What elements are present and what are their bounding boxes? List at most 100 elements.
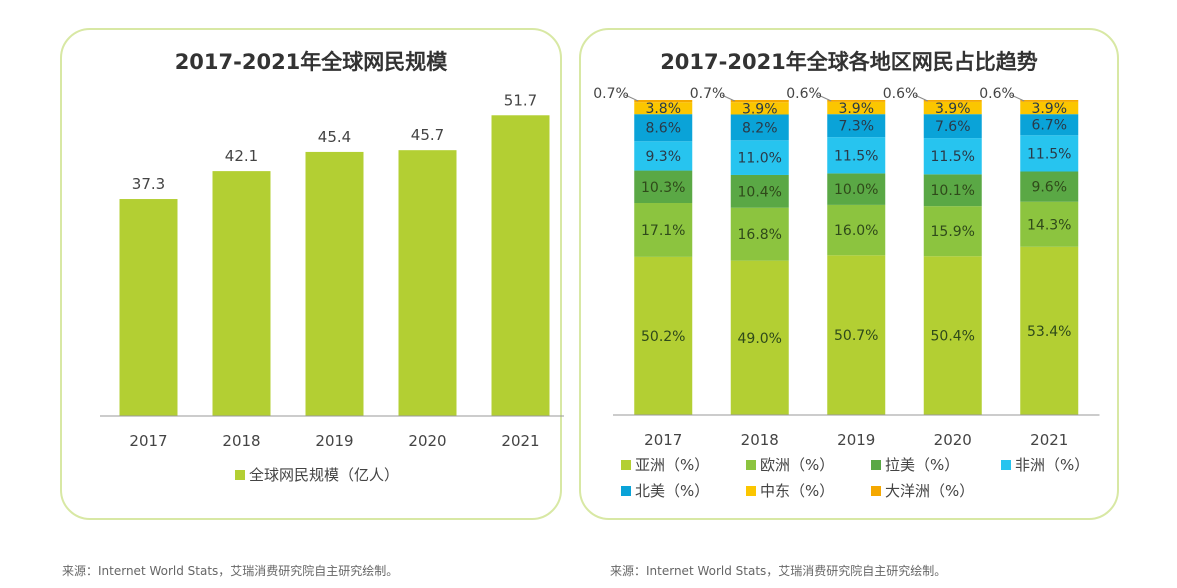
segment-label-2017-2: 10.3% [641, 180, 685, 196]
legend-swatch-3 [1001, 460, 1011, 470]
bar-segment-2018-3 [730, 140, 789, 175]
legend-label-2: 拉美（%） [885, 456, 959, 474]
segment-label-2017-4: 8.6% [645, 121, 681, 137]
bar-segment-2017-1 [634, 203, 693, 257]
callout-line-2017 [625, 94, 639, 102]
bar-segment-2019-4 [827, 114, 886, 138]
segment-label-2021-5: 3.9% [1031, 101, 1067, 117]
bar-segment-2021-0 [1020, 246, 1079, 415]
bar-segment-2020-6 [923, 100, 982, 102]
x-tick-label-2017: 2017 [644, 431, 682, 449]
bar-2018 [212, 171, 271, 416]
legend-swatch-1 [746, 460, 756, 470]
bar-2020 [398, 150, 457, 416]
bar-segment-2021-3 [1020, 135, 1079, 172]
bar-segment-2019-6 [827, 100, 886, 102]
segment-label-2019-1: 16.0% [834, 223, 878, 239]
legend-swatch-0 [621, 460, 631, 470]
bar-segment-2021-5 [1020, 101, 1079, 115]
stacked-bar-chart-region-share: 50.2% 17.1% 10.3% 9.3% 8.6% 3.8% 0.7% 2017 49.0%… [593, 86, 1100, 500]
x-tick-label-2018: 2018 [222, 432, 260, 450]
callout-label-2021: 0.6% [979, 86, 1015, 102]
segment-label-2020-2: 10.1% [931, 183, 975, 199]
bar-segment-2018-5 [730, 102, 789, 115]
bar-segment-2020-5 [923, 101, 982, 115]
source-note-right: 来源：Internet World Stats，艾瑞消费研究院自主研究绘制。 [610, 564, 947, 578]
segment-label-2019-3: 11.5% [834, 148, 878, 164]
segment-label-2019-5: 3.9% [838, 101, 874, 117]
segment-label-2020-4: 7.6% [935, 119, 971, 135]
callout-label-2020: 0.6% [883, 86, 919, 102]
legend-swatch-5 [746, 486, 756, 496]
bar-segment-2020-3 [923, 138, 982, 175]
x-tick-label-2020: 2020 [934, 431, 972, 449]
segment-label-2021-3: 11.5% [1027, 146, 1071, 162]
x-tick-label-2017: 2017 [129, 432, 167, 450]
bar-segment-2021-6 [1020, 100, 1079, 102]
bar-segment-2021-4 [1020, 114, 1079, 136]
data-label-2019: 45.4 [318, 128, 351, 146]
segment-label-2018-1: 16.8% [738, 227, 782, 243]
segment-label-2020-0: 50.4% [931, 329, 975, 345]
data-label-2021: 51.7 [504, 91, 537, 109]
legend-swatch-6 [871, 486, 881, 496]
segment-label-2017-3: 9.3% [645, 149, 681, 165]
segment-label-2021-2: 9.6% [1031, 180, 1067, 196]
bar-2021 [491, 115, 550, 417]
bar-segment-2020-1 [923, 206, 982, 257]
bar-segment-2017-4 [634, 114, 693, 142]
segment-label-2017-0: 50.2% [641, 329, 685, 345]
callout-line-2019 [818, 94, 832, 102]
legend-swatch-2 [871, 460, 881, 470]
legend-label-3: 非洲（%） [1015, 456, 1089, 474]
bar-segment-2018-0 [730, 260, 789, 415]
bar-segment-2021-2 [1020, 171, 1079, 202]
panel-global-netizen-scale: 2017-2021年全球网民规模 37.3 2017 42.1 2018 45.4 201… [60, 28, 564, 520]
bar-segment-2018-2 [730, 174, 789, 208]
segment-label-2020-5: 3.9% [935, 101, 971, 117]
legend-label-1: 欧洲（%） [760, 456, 834, 474]
bar-segment-2020-0 [923, 256, 982, 415]
bar-segment-2019-1 [827, 204, 886, 256]
segment-label-2018-3: 11.0% [738, 151, 782, 167]
bar-segment-2020-2 [923, 174, 982, 207]
callout-line-2021 [1011, 94, 1025, 102]
segment-label-2021-1: 14.3% [1027, 217, 1071, 233]
bar-segment-2017-2 [634, 170, 693, 204]
bar-segment-2019-5 [827, 101, 886, 115]
panel-region-share: 2017-2021年全球各地区网民占比趋势 50.2% 17.1% 10.3% 9.3… [579, 28, 1119, 520]
segment-label-2021-0: 53.4% [1027, 324, 1071, 340]
segment-label-2019-0: 50.7% [834, 328, 878, 344]
legend-swatch-4 [621, 486, 631, 496]
chart-title-right: 2017-2021年全球各地区网民占比趋势 [660, 50, 1038, 74]
bar-segment-2017-0 [634, 256, 693, 415]
segment-label-2021-4: 6.7% [1031, 118, 1067, 134]
x-tick-label-2018: 2018 [741, 431, 779, 449]
callout-label-2017: 0.7% [593, 86, 629, 102]
x-tick-label-2020: 2020 [408, 432, 446, 450]
x-tick-label-2021: 2021 [1030, 431, 1068, 449]
callout-line-2020 [914, 94, 928, 102]
legend-label-5: 中东（%） [760, 482, 834, 500]
callout-label-2018: 0.7% [690, 86, 726, 102]
bar-segment-2020-4 [923, 114, 982, 139]
bar-segment-2018-1 [730, 207, 789, 261]
segment-label-2017-5: 3.8% [645, 101, 681, 117]
segment-label-2018-5: 3.9% [742, 101, 778, 117]
legend-swatch-scale [235, 470, 245, 480]
data-label-2020: 45.7 [411, 126, 444, 144]
bar-chart-global-netizen-scale: 37.3 2017 42.1 2018 45.4 2019 45.7 2020 51.7 2021… [100, 91, 564, 484]
bar-segment-2021-1 [1020, 201, 1079, 247]
source-note-left: 来源：Internet World Stats，艾瑞消费研究院自主研究绘制。 [62, 564, 399, 578]
x-tick-label-2019: 2019 [315, 432, 353, 450]
data-label-2018: 42.1 [225, 147, 258, 165]
x-tick-label-2019: 2019 [837, 431, 875, 449]
bar-segment-2019-3 [827, 137, 886, 174]
bar-segment-2018-4 [730, 114, 789, 141]
bar-segment-2017-5 [634, 102, 693, 115]
callout-line-2018 [721, 94, 735, 102]
legend-label-4: 北美（%） [635, 482, 709, 500]
bar-segment-2019-0 [827, 255, 886, 415]
legend-label-0: 亚洲（%） [635, 456, 709, 474]
legend-label-scale: 全球网民规模（亿人） [249, 466, 399, 484]
